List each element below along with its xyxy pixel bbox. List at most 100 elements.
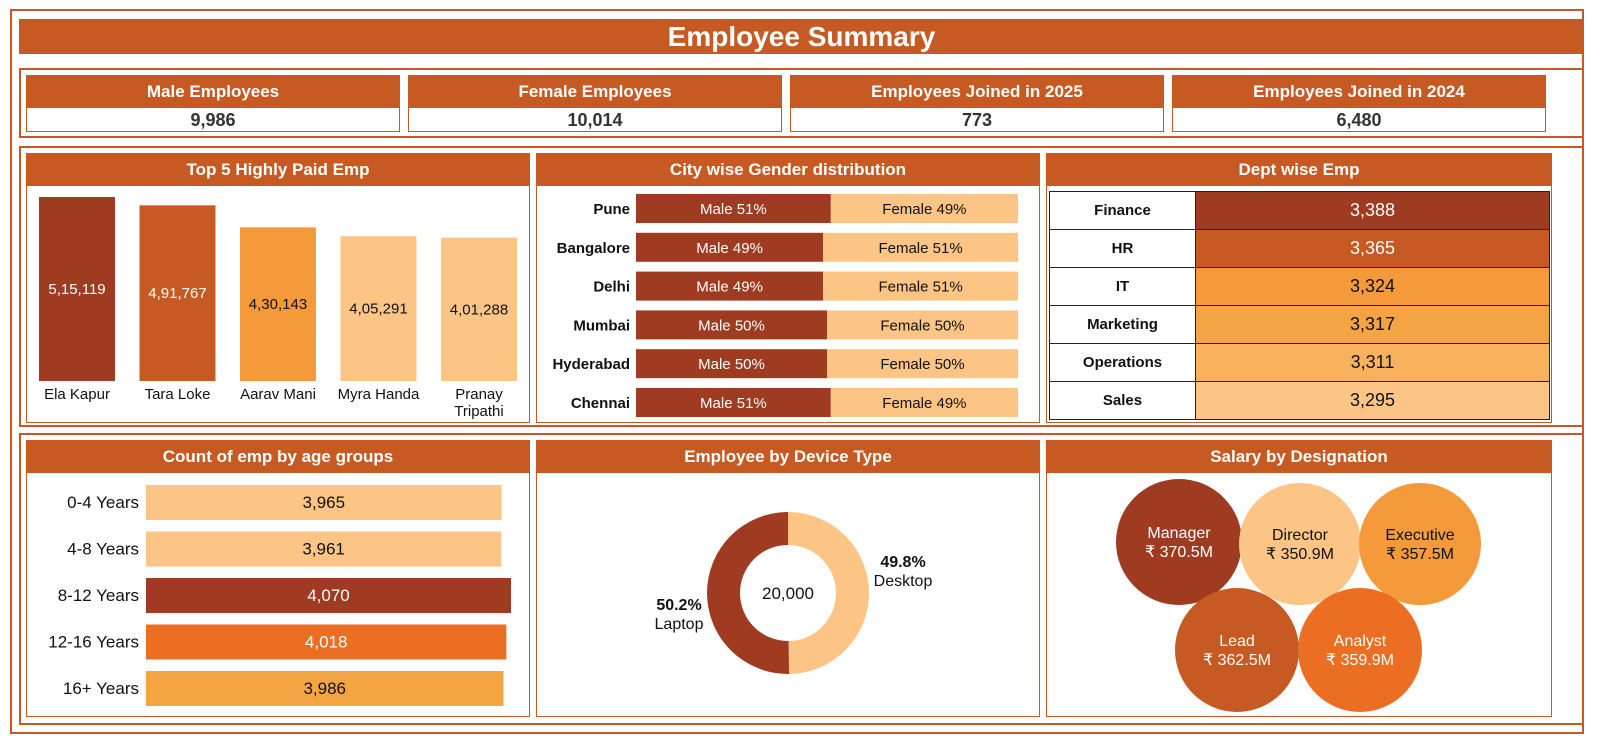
- dept-name: HR: [1049, 229, 1196, 268]
- bar: [39, 197, 115, 381]
- bar: [146, 671, 504, 706]
- slice-name-desktop: Desktop: [874, 573, 933, 590]
- age-groups-panel: Count of emp by age groups 0-4 Years 3,96…: [26, 440, 530, 717]
- segment-female: [823, 271, 1018, 301]
- bottom-section: Count of emp by age groups 0-4 Years 3,96…: [19, 433, 1584, 725]
- dept-row: HR 3,365: [1049, 229, 1550, 268]
- slice-desktop: [788, 512, 870, 674]
- bar: [146, 485, 502, 520]
- bubble-value: ₹ 362.5M: [1203, 652, 1271, 669]
- dept-row: Sales 3,295: [1049, 381, 1550, 420]
- city-gender-chart: Pune Male 51% Female 49% Bangalore Male 49% F…: [552, 194, 1018, 417]
- device-panel: Employee by Device Type 20,000 50.2% Lapto…: [536, 440, 1040, 717]
- dept-count: 3,388: [1195, 191, 1550, 230]
- bar-value-label: 4,91,767: [148, 285, 206, 302]
- segment-female: [827, 349, 1018, 379]
- segment-label: Female 49%: [882, 395, 966, 412]
- category-label: Tara Loke: [145, 386, 211, 403]
- kpi-value: 9,986: [190, 110, 236, 130]
- segment-label: Male 50%: [698, 356, 765, 373]
- kpi-card-male: Male Employees 9,986: [26, 75, 400, 132]
- segment-female: [830, 194, 1018, 223]
- segment-male: [636, 194, 831, 223]
- bubble-director: [1239, 483, 1361, 605]
- bubble-value: ₹ 370.5M: [1145, 544, 1213, 561]
- bar-value-label: 3,986: [303, 679, 346, 698]
- kpi-value: 10,014: [567, 110, 623, 130]
- city-label: Hyderabad: [552, 356, 630, 373]
- kpi-label: Female Employees: [409, 76, 781, 108]
- kpi-card-joined-2025: Employees Joined in 2025 773: [790, 75, 1164, 132]
- age-group-label: 16+ Years: [63, 679, 139, 698]
- bubble-name: Director: [1272, 527, 1329, 544]
- city-label: Mumbai: [573, 317, 630, 334]
- dept-count: 3,311: [1195, 343, 1550, 382]
- segment-male: [636, 232, 824, 262]
- age-group-label: 4-8 Years: [67, 540, 139, 559]
- segment-male: [636, 388, 831, 417]
- bubble-name: Executive: [1385, 527, 1454, 544]
- slice-percent-laptop: 50.2%: [656, 597, 701, 614]
- dept-name: IT: [1049, 267, 1196, 306]
- category-label: Aarav Mani: [240, 386, 316, 403]
- bar-value-label: 4,070: [307, 586, 350, 605]
- kpi-card-joined-2024: Employees Joined in 2024 6,480: [1172, 75, 1546, 132]
- category-label: Ela Kapur: [44, 386, 110, 403]
- kpi-section: Male Employees 9,986 Female Employees 10…: [19, 68, 1584, 138]
- category-label: Pranay: [455, 386, 503, 403]
- dept-row: Operations 3,311: [1049, 343, 1550, 382]
- bar: [240, 227, 316, 381]
- bar-value-label: 4,30,143: [249, 296, 307, 313]
- slice-name-laptop: Laptop: [655, 616, 704, 633]
- middle-section: Top 5 Highly Paid Emp 5,15,119 Ela Kapur 4…: [19, 146, 1584, 427]
- segment-label: Male 51%: [700, 201, 767, 218]
- salary-chart: Manager ₹ 370.5M Director ₹ 350.9M Executive…: [1116, 479, 1481, 712]
- kpi-label: Employees Joined in 2024: [1173, 76, 1545, 108]
- kpi-label: Employees Joined in 2025: [791, 76, 1163, 108]
- top-paid-chart: 5,15,119 Ela Kapur 4,91,767 Tara Loke 4,30,1…: [39, 197, 517, 420]
- bar-value-label: 3,965: [303, 493, 346, 512]
- dept-row: Finance 3,388: [1049, 191, 1550, 230]
- segment-label: Male 49%: [696, 240, 763, 257]
- dept-count: 3,317: [1195, 305, 1550, 344]
- segment-male: [636, 349, 827, 379]
- bar: [441, 237, 517, 381]
- bubble-value: ₹ 350.9M: [1266, 546, 1334, 563]
- city-gender-panel: City wise Gender distribution Pune Male 5…: [536, 153, 1040, 423]
- segment-female: [823, 232, 1018, 262]
- bubble-value: ₹ 357.5M: [1386, 546, 1454, 563]
- segment-label: Male 51%: [700, 395, 767, 412]
- kpi-value: 773: [961, 110, 993, 130]
- bubble-name: Manager: [1147, 525, 1211, 542]
- panel-title: Dept wise Emp: [1047, 154, 1551, 186]
- dept-count: 3,365: [1195, 229, 1550, 268]
- segment-female: [827, 310, 1018, 340]
- panel-title: Employee by Device Type: [537, 441, 1039, 473]
- page-title: Employee Summary: [19, 19, 1584, 54]
- donut-center-label: 20,000: [762, 584, 814, 603]
- segment-male: [636, 310, 827, 340]
- bubble-analyst: [1298, 588, 1422, 712]
- city-label: Pune: [593, 201, 630, 218]
- age-groups-chart: 0-4 Years 3,965 4-8 Years 3,961 8-12 Years 4,…: [48, 485, 511, 706]
- dept-row: Marketing 3,317: [1049, 305, 1550, 344]
- segment-label: Female 51%: [878, 240, 962, 257]
- kpi-card-female: Female Employees 10,014: [408, 75, 782, 132]
- segment-label: Male 49%: [696, 279, 763, 296]
- bubble-value: ₹ 359.9M: [1326, 652, 1394, 669]
- segment-female: [830, 388, 1018, 417]
- panel-title: City wise Gender distribution: [537, 154, 1039, 186]
- segment-label: Male 50%: [698, 317, 765, 334]
- bubble-name: Analyst: [1334, 633, 1387, 650]
- bubble-lead: [1175, 588, 1299, 712]
- bar: [340, 236, 417, 381]
- age-group-label: 0-4 Years: [67, 493, 139, 512]
- city-label: Delhi: [593, 279, 630, 296]
- bar-value-label: 5,15,119: [48, 281, 105, 298]
- age-group-label: 8-12 Years: [58, 586, 139, 605]
- bubble-executive: [1359, 483, 1481, 605]
- dept-panel: Dept wise Emp Finance 3,388 HR 3,365 IT 3,324…: [1046, 153, 1552, 423]
- segment-label: Female 50%: [880, 356, 964, 373]
- segment-male: [636, 271, 824, 301]
- bar-value-label: 4,05,291: [349, 301, 407, 318]
